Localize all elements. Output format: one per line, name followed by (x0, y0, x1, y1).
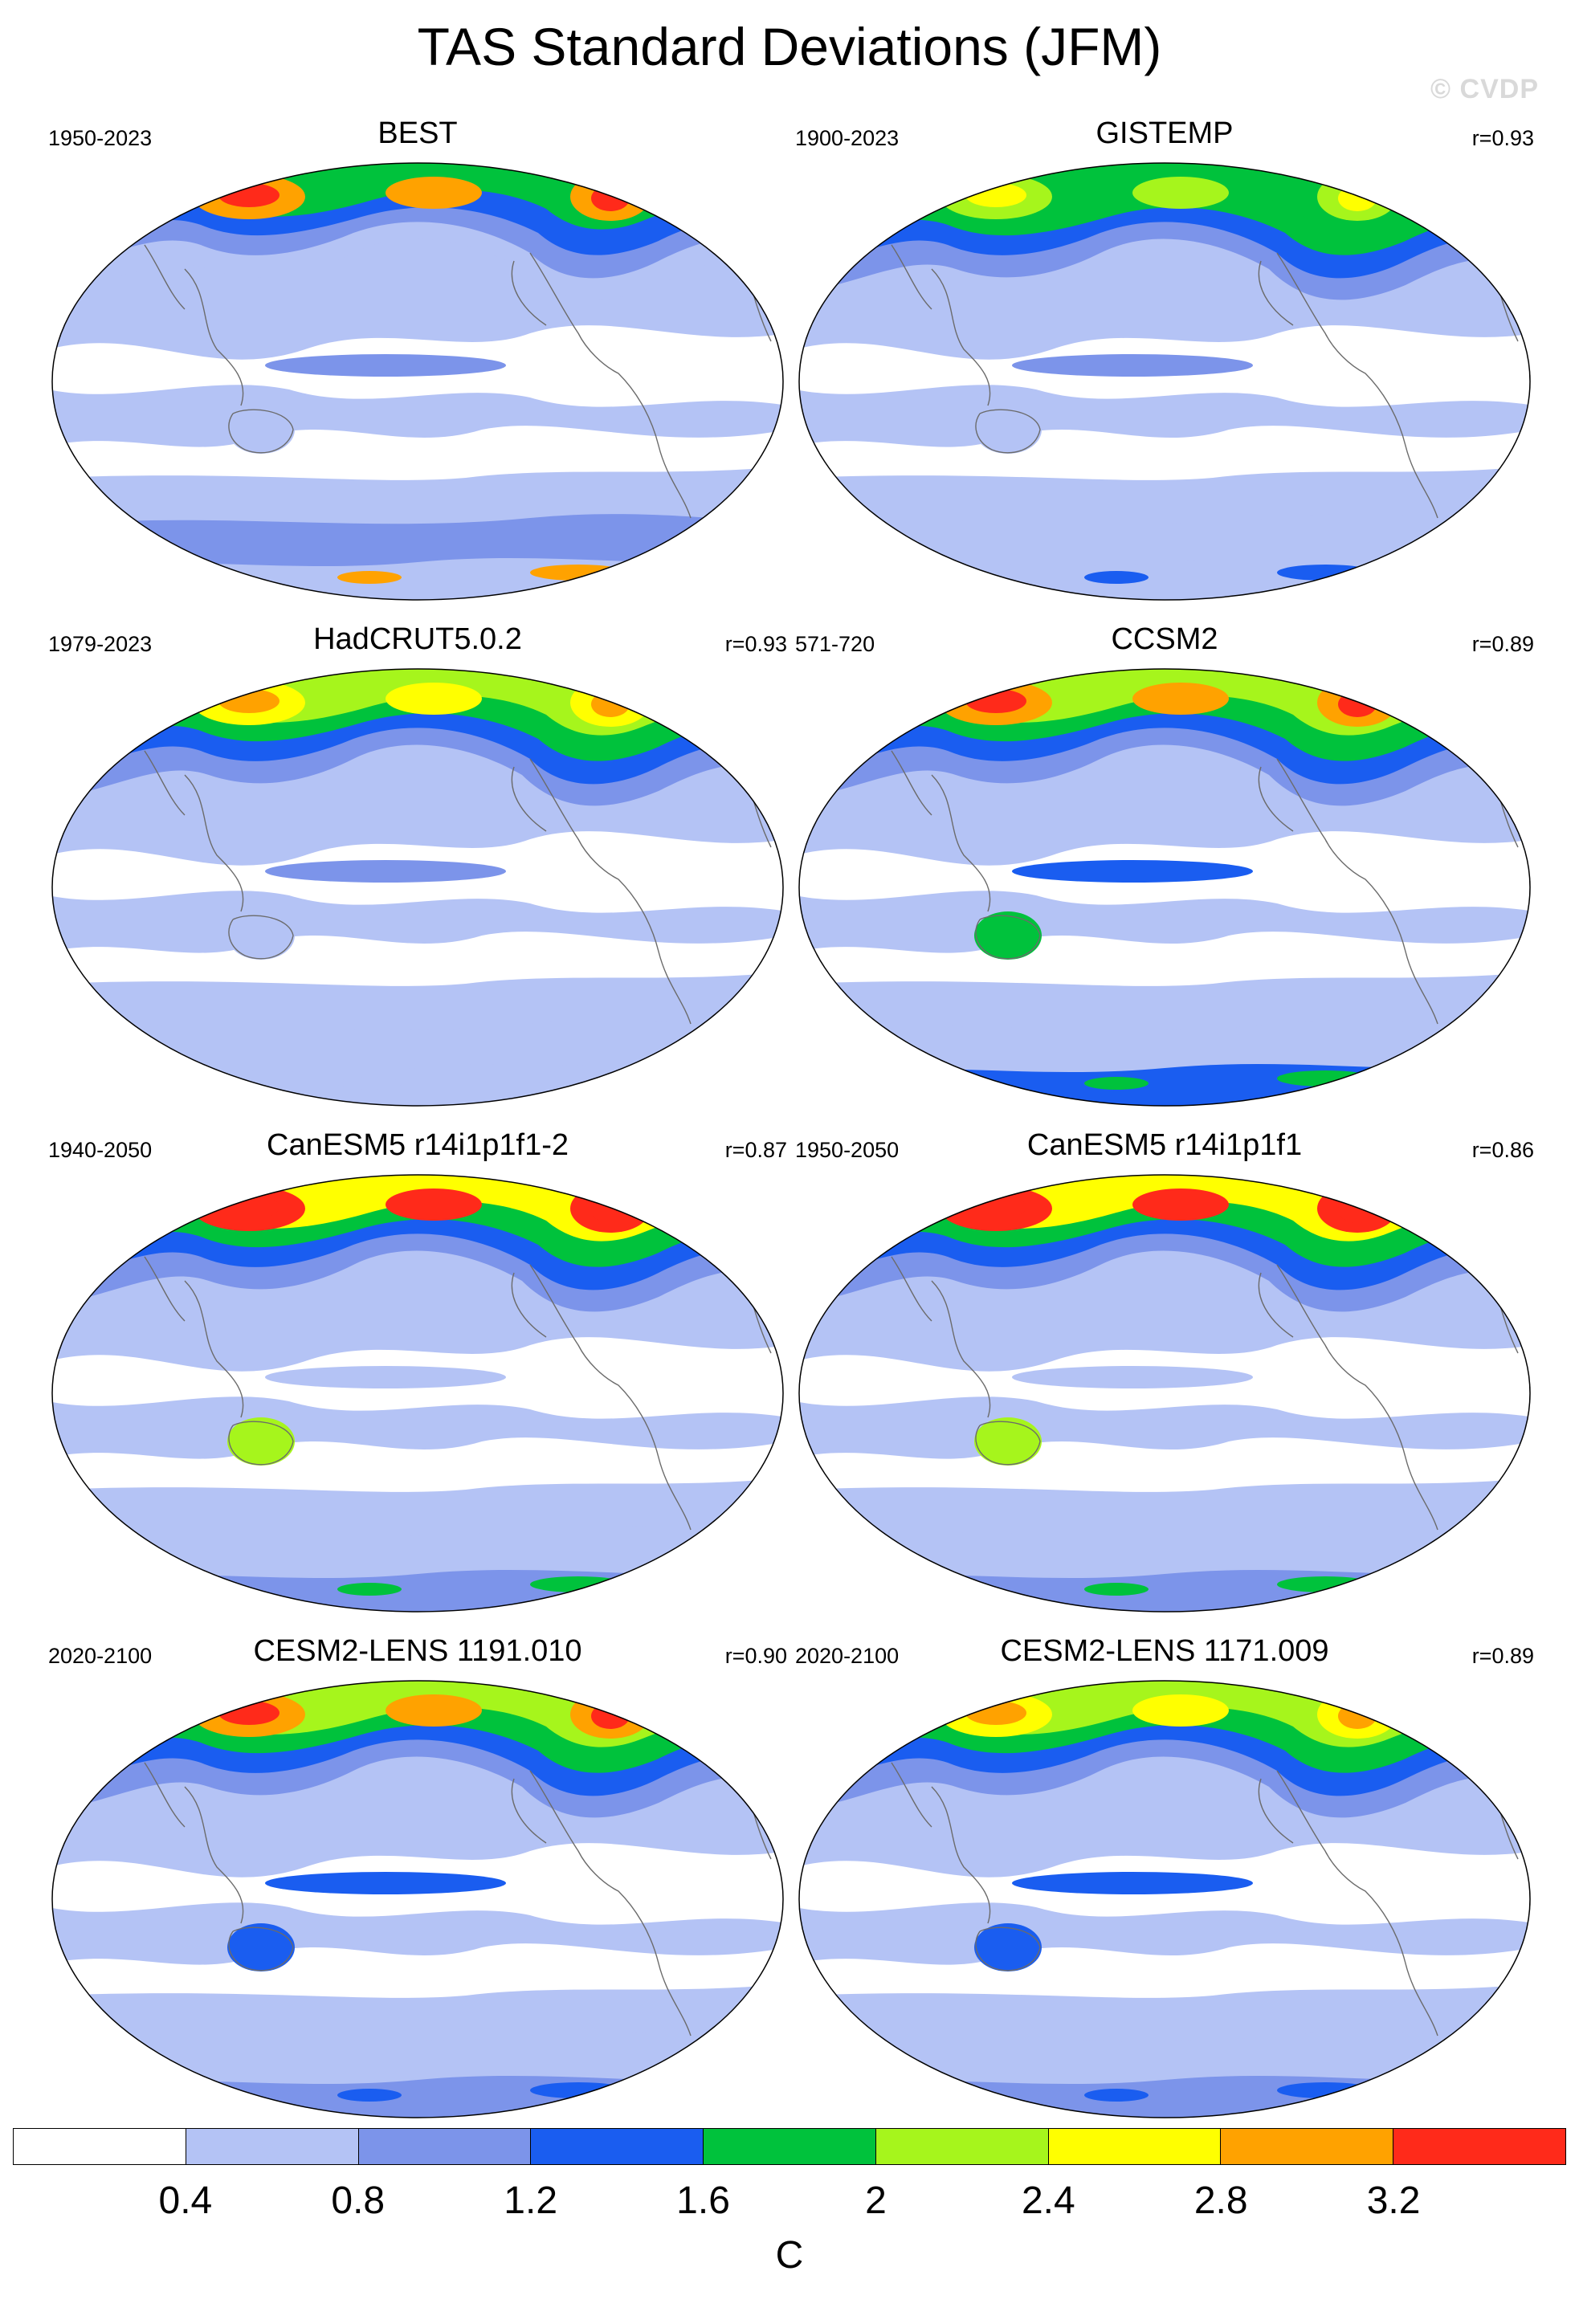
colorbar-units: C (775, 2234, 804, 2277)
map-panel: HadCRUT5.0.2 1979-2023 r=0.93 (48, 622, 787, 1112)
panel-years: 1950-2023 (48, 126, 153, 150)
map-panel: BEST 1950-2023 (48, 116, 787, 606)
panel-correlation: r=0.90 (724, 1644, 787, 1668)
panel-years: 1940-2050 (48, 1138, 153, 1162)
panel-correlation: r=0.86 (1471, 1138, 1534, 1162)
panel-correlation: r=0.89 (1471, 1644, 1534, 1668)
panel-title: CanESM5 r14i1p1f1-2 (267, 1128, 569, 1162)
watermark: © CVDP (1430, 74, 1539, 104)
colorbar-box (186, 2129, 359, 2164)
panel-title: CCSM2 (1111, 622, 1218, 656)
panel-years: 1900-2023 (795, 126, 900, 150)
panel-correlation: r=0.93 (1471, 126, 1534, 150)
colorbar-box (358, 2129, 532, 2164)
colorbar-box (14, 2129, 186, 2164)
colorbar-tick-label: 1.2 (504, 2179, 558, 2222)
colorbar-box (704, 2129, 876, 2164)
colorbar-tick-label: 3.2 (1366, 2179, 1421, 2222)
map-panel: CESM2-LENS 1171.009 2020-2100 r=0.89 (795, 1634, 1534, 2124)
panel-title: CESM2-LENS 1191.010 (253, 1634, 582, 1668)
map (798, 1174, 1531, 1613)
colorbar-tick-label: 0.4 (158, 2179, 213, 2222)
panel-title: CESM2-LENS 1171.009 (1000, 1634, 1329, 1668)
colorbar-box (531, 2129, 704, 2164)
panel-title: GISTEMP (1096, 116, 1234, 150)
colorbar-tick-label: 0.8 (331, 2179, 386, 2222)
panel-years: 2020-2100 (48, 1644, 153, 1668)
map (798, 162, 1531, 601)
colorbar-tick-label: 2.4 (1021, 2179, 1075, 2222)
panel-years: 2020-2100 (795, 1644, 900, 1668)
map (798, 668, 1531, 1107)
map-panel: CCSM2 571-720 r=0.89 (795, 622, 1534, 1112)
panel-years: 1950-2050 (795, 1138, 900, 1162)
colorbar-box (875, 2129, 1049, 2164)
colorbar-labels: 0.4 0.8 1.2 1.6 2 2.4 2.8 3.2 (13, 2178, 1566, 2226)
panel-title: CanESM5 r14i1p1f1 (1026, 1128, 1303, 1162)
colorbar-tick-label: 2.8 (1193, 2179, 1248, 2222)
map (51, 1174, 784, 1613)
map-panel: GISTEMP 1900-2023 r=0.93 (795, 116, 1534, 606)
colorbar-box (1221, 2129, 1394, 2164)
map (51, 162, 784, 601)
panel-title: BEST (377, 116, 458, 150)
map-panel: CanESM5 r14i1p1f1-2 1940-2050 r=0.87 (48, 1128, 787, 1618)
panel-correlation: r=0.89 (1471, 632, 1534, 656)
map (51, 1680, 784, 2118)
panel-years: 1979-2023 (48, 632, 153, 656)
panel-title: HadCRUT5.0.2 (313, 622, 522, 656)
colorbar-tick-label: 2 (865, 2179, 887, 2222)
panel-correlation: r=0.93 (724, 632, 787, 656)
colorbar-box (1393, 2129, 1566, 2164)
map-panel: CESM2-LENS 1191.010 2020-2100 r=0.90 (48, 1634, 787, 2124)
colorbar (13, 2128, 1566, 2165)
panel-correlation: r=0.87 (724, 1138, 787, 1162)
map (798, 1680, 1531, 2118)
colorbar-tick-label: 1.6 (676, 2179, 730, 2222)
map (51, 668, 784, 1107)
panel-years: 571-720 (795, 632, 875, 656)
map-panel: CanESM5 r14i1p1f1 1950-2050 r=0.86 (795, 1128, 1534, 1618)
figure-title: TAS Standard Deviations (JFM) (417, 17, 1162, 76)
colorbar-box (1048, 2129, 1222, 2164)
